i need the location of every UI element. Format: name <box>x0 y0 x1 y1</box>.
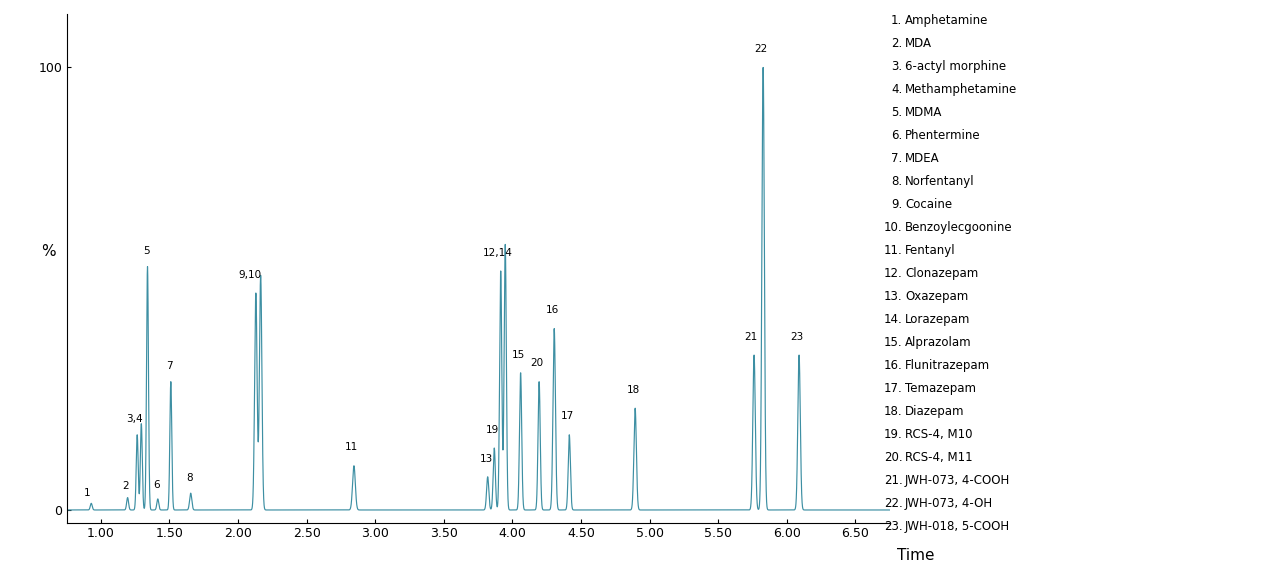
Text: RCS-4, M10: RCS-4, M10 <box>905 428 973 442</box>
Text: 20.: 20. <box>883 451 902 465</box>
Text: 21: 21 <box>745 332 758 342</box>
Text: MDEA: MDEA <box>905 152 940 166</box>
Text: 18.: 18. <box>883 405 902 419</box>
Text: 15.: 15. <box>883 336 902 350</box>
Text: Oxazepam: Oxazepam <box>905 290 968 304</box>
Text: 1.: 1. <box>891 14 902 28</box>
Text: 10.: 10. <box>883 221 902 235</box>
Text: RCS-4, M11: RCS-4, M11 <box>905 451 973 465</box>
Text: Benzoylecgoonine: Benzoylecgoonine <box>905 221 1012 235</box>
Text: 5.: 5. <box>891 106 902 120</box>
Text: JWH-073, 4-OH: JWH-073, 4-OH <box>905 497 993 511</box>
Text: 14.: 14. <box>883 313 902 327</box>
Text: 7: 7 <box>166 361 173 371</box>
Text: 11: 11 <box>346 442 358 453</box>
Y-axis label: %: % <box>41 244 56 259</box>
Text: 7.: 7. <box>891 152 902 166</box>
Text: Methamphetamine: Methamphetamine <box>905 83 1018 97</box>
Text: 17: 17 <box>561 412 573 421</box>
Text: Clonazepam: Clonazepam <box>905 267 978 281</box>
Text: 22: 22 <box>754 44 767 54</box>
Text: 18: 18 <box>626 385 640 395</box>
Text: 20: 20 <box>530 358 544 369</box>
Text: Cocaine: Cocaine <box>905 198 952 212</box>
Text: 6-actyl morphine: 6-actyl morphine <box>905 60 1006 74</box>
Text: 17.: 17. <box>883 382 902 396</box>
Text: Diazepam: Diazepam <box>905 405 964 419</box>
Text: Norfentanyl: Norfentanyl <box>905 175 974 189</box>
Text: 8: 8 <box>186 473 193 484</box>
Text: 23: 23 <box>790 332 804 342</box>
Text: 3.: 3. <box>891 60 902 74</box>
Text: 19.: 19. <box>883 428 902 442</box>
Text: 2.: 2. <box>891 37 902 51</box>
Text: 1: 1 <box>83 488 91 497</box>
Text: Fentanyl: Fentanyl <box>905 244 956 258</box>
Text: Temazepam: Temazepam <box>905 382 975 396</box>
Text: 22.: 22. <box>883 497 902 511</box>
Text: 16.: 16. <box>883 359 902 373</box>
Text: Lorazepam: Lorazepam <box>905 313 970 327</box>
Text: 21.: 21. <box>883 474 902 488</box>
Text: 8.: 8. <box>891 175 902 189</box>
Text: JWH-073, 4-COOH: JWH-073, 4-COOH <box>905 474 1010 488</box>
Text: 9.: 9. <box>891 198 902 212</box>
Text: MDMA: MDMA <box>905 106 942 120</box>
Text: Alprazolam: Alprazolam <box>905 336 972 350</box>
Text: 12,14: 12,14 <box>483 248 512 258</box>
Text: 9,10: 9,10 <box>239 270 262 280</box>
Text: 12.: 12. <box>883 267 902 281</box>
Text: Flunitrazepam: Flunitrazepam <box>905 359 991 373</box>
Text: 16: 16 <box>545 305 559 315</box>
Text: 6: 6 <box>154 480 160 490</box>
Text: Phentermine: Phentermine <box>905 129 980 143</box>
Text: JWH-018, 5-COOH: JWH-018, 5-COOH <box>905 520 1010 534</box>
Text: 4.: 4. <box>891 83 902 97</box>
Text: 3,4: 3,4 <box>127 413 143 424</box>
Text: MDA: MDA <box>905 37 932 51</box>
Text: Amphetamine: Amphetamine <box>905 14 988 28</box>
Text: Time: Time <box>896 548 934 564</box>
Text: 5: 5 <box>143 246 150 255</box>
Text: 11.: 11. <box>883 244 902 258</box>
Text: 15: 15 <box>512 350 525 359</box>
Text: 13.: 13. <box>883 290 902 304</box>
Text: 19: 19 <box>486 425 499 435</box>
Text: 6.: 6. <box>891 129 902 143</box>
Text: 23.: 23. <box>883 520 902 534</box>
Text: 13: 13 <box>480 454 493 463</box>
Text: 2: 2 <box>122 481 129 491</box>
